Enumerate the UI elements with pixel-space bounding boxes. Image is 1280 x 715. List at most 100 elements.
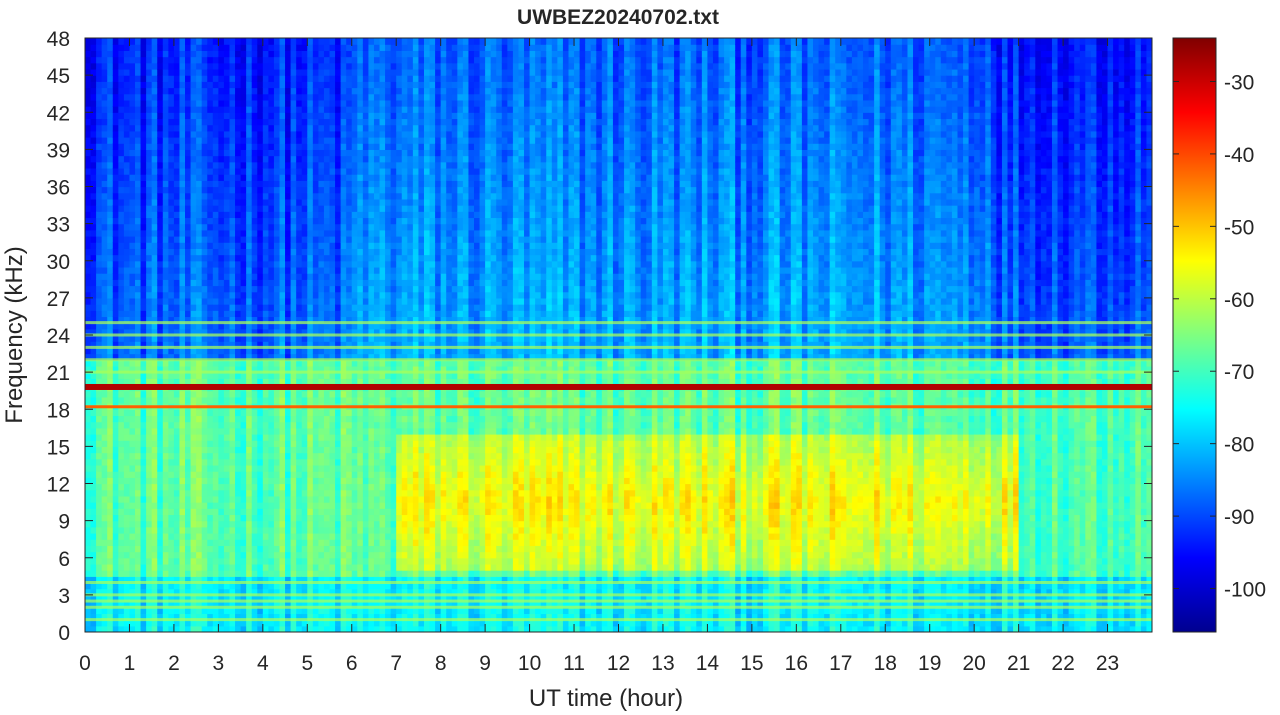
heatmap-cell [362, 198, 370, 206]
heatmap-cell [340, 526, 347, 534]
heatmap-cell [85, 365, 92, 373]
heatmap-cell [223, 607, 231, 615]
heatmap-cell [251, 143, 258, 150]
heatmap-cell [201, 223, 208, 231]
heatmap-cell [218, 223, 225, 231]
heatmap-cell [207, 582, 214, 590]
heatmap-cell [335, 365, 342, 373]
heatmap-cell [307, 477, 314, 485]
heatmap-cell [340, 365, 347, 373]
heatmap-cell [323, 434, 331, 441]
heatmap-cell [235, 508, 242, 516]
heatmap-cell [90, 594, 97, 602]
heatmap-cell [118, 130, 125, 138]
heatmap-cell [340, 353, 347, 361]
heatmap-cell [135, 180, 142, 188]
heatmap-cell [340, 464, 347, 472]
heatmap-cell [235, 304, 242, 311]
heatmap-cell [285, 229, 292, 237]
heatmap-cell [223, 198, 231, 206]
heatmap-cell [368, 594, 375, 602]
heatmap-cell [179, 75, 186, 82]
heatmap-cell [335, 458, 342, 466]
heatmap-cell [346, 601, 353, 608]
heatmap-cell [96, 502, 103, 509]
heatmap-cell [301, 130, 308, 138]
heatmap-cell [185, 520, 192, 528]
heatmap-cell [185, 242, 192, 249]
heatmap-cell [346, 310, 353, 318]
heatmap-cell [235, 495, 242, 503]
heatmap-cell [190, 328, 197, 336]
heatmap-cell [329, 186, 336, 194]
heatmap-cell [279, 483, 286, 491]
heatmap-cell [179, 625, 186, 632]
heatmap-cell [340, 56, 347, 64]
heatmap-cell [290, 266, 297, 274]
heatmap-cell [285, 545, 292, 553]
heatmap-cell [90, 421, 97, 429]
heatmap-cell [301, 434, 308, 441]
heatmap-cell [262, 81, 269, 89]
heatmap-cell [185, 167, 192, 175]
heatmap-cell [140, 130, 147, 138]
heatmap-cell [151, 458, 158, 466]
heatmap-cell [185, 328, 192, 336]
heatmap-cell [157, 434, 164, 441]
heatmap-cell [107, 594, 114, 602]
heatmap-cell [207, 167, 214, 175]
heatmap-cell [162, 155, 169, 163]
heatmap-cell [140, 205, 147, 212]
heatmap-cell [207, 434, 214, 441]
heatmap-cell [357, 458, 364, 466]
heatmap-cell [151, 601, 158, 608]
heatmap-cell [235, 155, 242, 163]
heatmap-cell [240, 458, 247, 466]
heatmap-cell [351, 50, 358, 58]
heatmap-cell [362, 81, 370, 89]
heatmap-cell [107, 161, 114, 169]
heatmap-cell [157, 198, 164, 206]
heatmap-cell [96, 372, 103, 379]
heatmap-cell [112, 236, 119, 243]
heatmap-cell [107, 75, 114, 82]
heatmap-cell [301, 297, 308, 305]
heatmap-cell [223, 38, 231, 45]
heatmap-cell [185, 297, 192, 305]
heatmap-cell [285, 601, 292, 608]
heatmap-cell [85, 217, 92, 225]
heatmap-cell [251, 619, 258, 627]
heatmap-cell [129, 87, 136, 95]
heatmap-cell [257, 260, 264, 268]
heatmap-cell [368, 551, 375, 559]
heatmap-cell [273, 180, 281, 188]
heatmap-cell [273, 304, 281, 311]
heatmap-cell [257, 81, 264, 89]
heatmap-cell [190, 440, 197, 447]
heatmap-cell [218, 273, 225, 280]
heatmap-cell [268, 161, 275, 169]
heatmap-cell [212, 452, 219, 460]
heatmap-cell [207, 533, 214, 540]
heatmap-cell [235, 316, 242, 324]
heatmap-cell [307, 533, 314, 540]
heatmap-cell [223, 260, 231, 268]
heatmap-cell [179, 502, 186, 509]
heatmap-cell [279, 551, 286, 559]
heatmap-cell [201, 613, 208, 621]
heatmap-cell [251, 81, 258, 89]
heatmap-cell [279, 87, 286, 95]
heatmap-cell [123, 446, 131, 454]
heatmap-cell [279, 619, 286, 627]
heatmap-cell [346, 62, 353, 70]
heatmap-cell [157, 316, 164, 324]
heatmap-cell [296, 613, 303, 621]
heatmap-cell [273, 458, 281, 466]
heatmap-cell [185, 607, 192, 615]
heatmap-cell [118, 229, 125, 237]
heatmap-cell [318, 464, 325, 472]
heatmap-cell [268, 291, 275, 299]
heatmap-cell [340, 242, 347, 249]
heatmap-cell [218, 365, 225, 373]
heatmap-cell [273, 236, 281, 243]
